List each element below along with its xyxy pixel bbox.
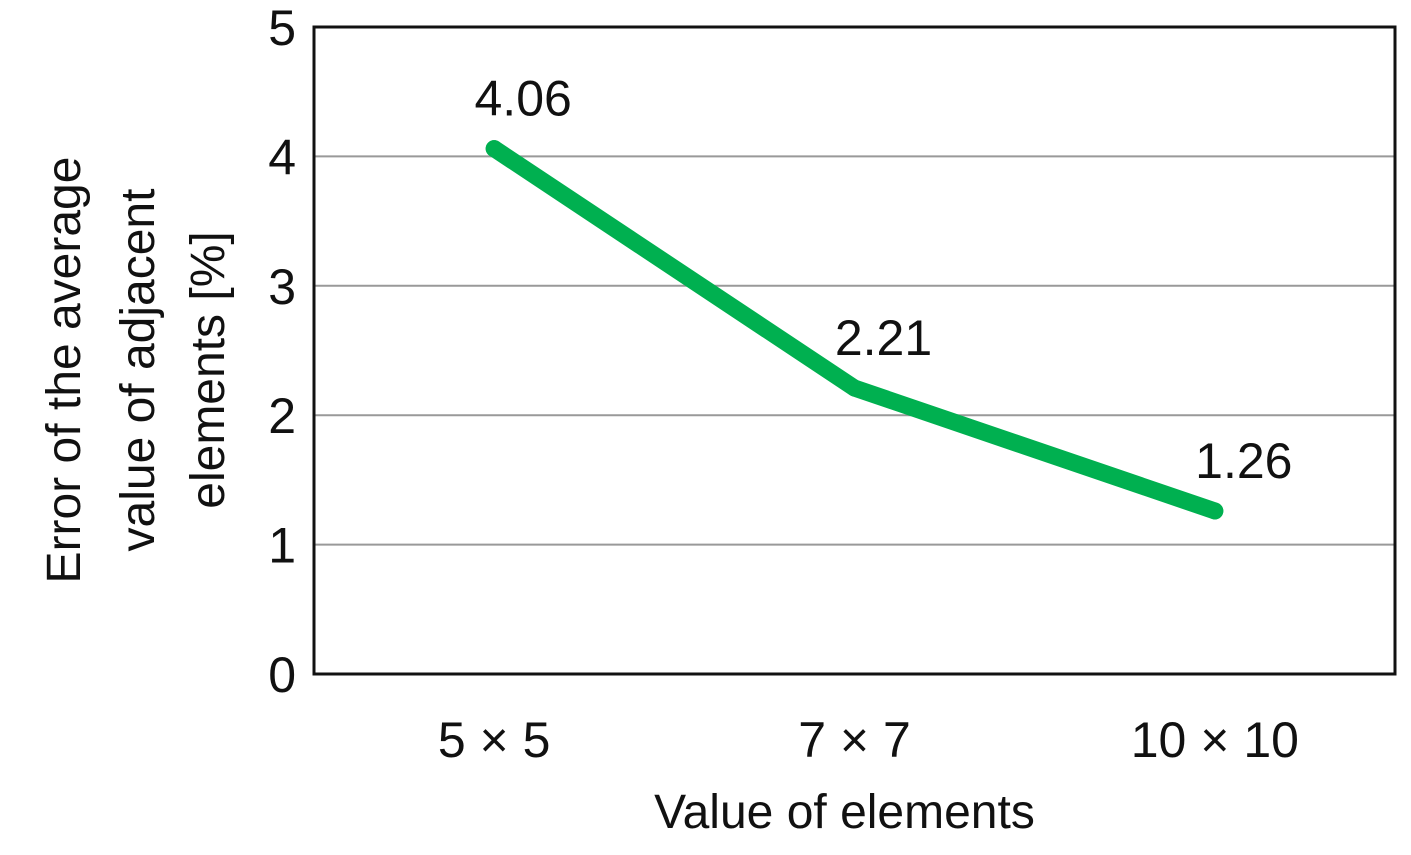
x-category-label: 10 × 10: [1131, 712, 1299, 768]
y-tick-label: 0: [268, 647, 296, 703]
data-labels: 4.06 2.21 1.26: [475, 71, 1293, 489]
data-label: 2.21: [835, 310, 932, 366]
y-tick-label: 3: [268, 259, 296, 315]
y-axis-title-line-1: Error of the average: [38, 157, 91, 584]
data-label: 4.06: [475, 71, 572, 127]
x-category-label: 7 × 7: [798, 712, 911, 768]
x-axis-title: Value of elements: [654, 786, 1035, 839]
y-tick-labels: 0 1 2 3 4 5: [268, 0, 296, 703]
y-tick-label: 1: [268, 518, 296, 574]
y-tick-label: 2: [268, 388, 296, 444]
y-axis-title: Error of the average value of adjacent e…: [38, 157, 235, 584]
plot-frame: [312, 25, 1397, 676]
data-point: [846, 379, 863, 397]
y-axis-title-line-2: value of adjacent: [112, 189, 165, 552]
x-category-labels: 5 × 5 7 × 7 10 × 10: [438, 712, 1299, 768]
data-point: [1206, 502, 1224, 520]
x-category-label: 5 × 5: [438, 712, 551, 768]
series-layer: [485, 140, 1224, 520]
y-tick-label: 4: [268, 129, 296, 185]
data-label: 1.26: [1195, 433, 1292, 489]
data-point: [485, 140, 503, 158]
y-tick-label: 5: [268, 0, 296, 56]
y-axis-title-line-3: elements [%]: [182, 231, 235, 508]
